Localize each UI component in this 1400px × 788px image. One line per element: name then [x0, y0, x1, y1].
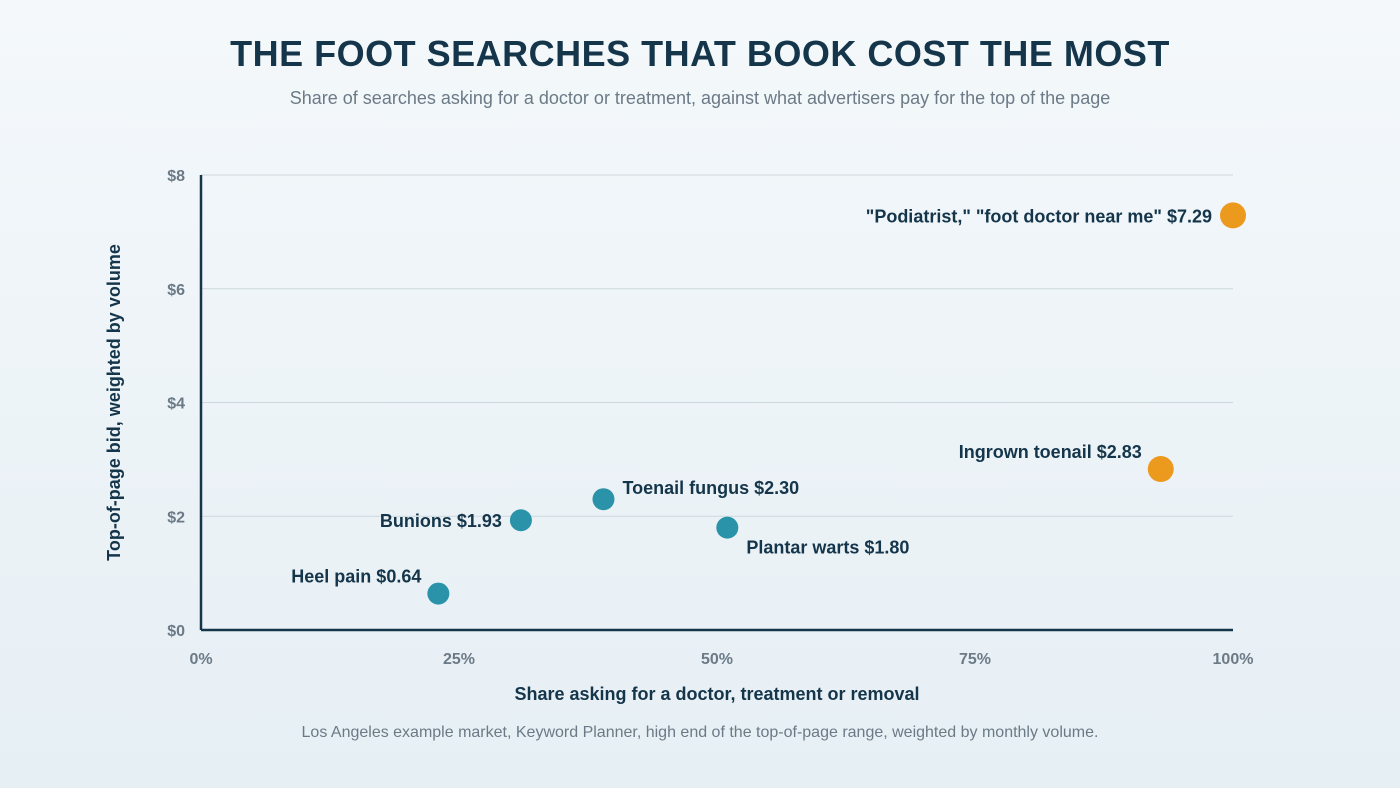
data-points — [427, 202, 1246, 605]
tick-labels: $0 $2 $4 $6 $8 0% 25% 50% 75% 100% — [167, 168, 1253, 668]
data-labels: Heel pain $0.64 Bunions $1.93 Toenail fung… — [291, 206, 1212, 586]
label-podiatrist: "Podiatrist," "foot doctor near me" $7.2… — [866, 206, 1212, 226]
x-tick-label: 0% — [189, 651, 212, 668]
point-ingrown-toenail — [1147, 456, 1174, 483]
y-axis-title: Top-of-page bid, weighted by volume — [104, 244, 124, 561]
y-tick-label: $2 — [167, 509, 185, 526]
point-plantar-warts — [716, 516, 739, 539]
point-podiatrist — [1220, 202, 1246, 229]
point-heel-pain — [427, 582, 450, 605]
y-tick-label: $0 — [167, 623, 185, 640]
x-tick-label: 100% — [1213, 651, 1254, 668]
point-toenail-fungus — [592, 488, 615, 511]
source-note: Los Angeles example market, Keyword Plan… — [301, 724, 1099, 741]
point-bunions — [509, 509, 532, 532]
gridlines — [201, 174, 1233, 517]
y-tick-label: $8 — [167, 168, 185, 185]
label-plantar-warts: Plantar warts $1.80 — [746, 538, 909, 558]
label-heel-pain: Heel pain $0.64 — [291, 567, 421, 587]
x-tick-label: 50% — [701, 651, 733, 668]
x-tick-label: 75% — [959, 651, 991, 668]
chart-title: THE FOOT SEARCHES THAT BOOK COST THE MOS… — [230, 33, 1170, 74]
x-axis-title: Share asking for a doctor, treatment or … — [514, 684, 919, 704]
y-tick-label: $6 — [167, 282, 185, 299]
label-bunions: Bunions $1.93 — [380, 511, 502, 531]
label-ingrown-toenail: Ingrown toenail $2.83 — [959, 442, 1142, 462]
chart-subtitle: Share of searches asking for a doctor or… — [289, 88, 1111, 108]
x-tick-label: 25% — [443, 651, 475, 668]
y-tick-label: $4 — [167, 396, 185, 413]
label-toenail-fungus: Toenail fungus $2.30 — [622, 478, 799, 498]
axes — [199, 175, 1233, 632]
